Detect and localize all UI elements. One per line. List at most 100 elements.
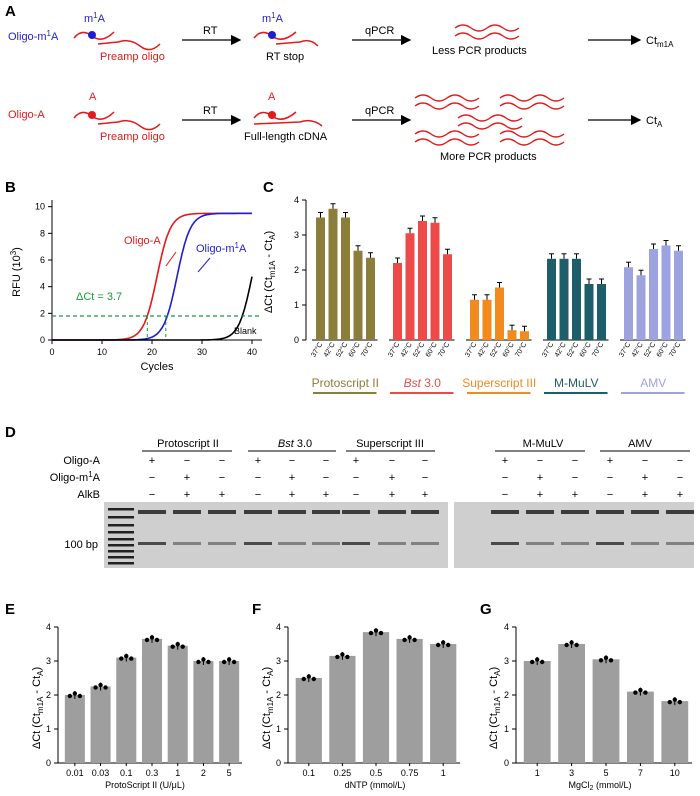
d-band-product (526, 542, 554, 545)
d-band-product (342, 542, 370, 545)
c-bar (443, 254, 452, 340)
e-dot (119, 656, 124, 661)
e-dot (98, 682, 103, 688)
ct-m1a-label: Ctm1A (646, 35, 674, 49)
d-band-top (411, 510, 439, 514)
c-temp-label: 70°C (590, 341, 605, 359)
c-bar (572, 258, 581, 340)
d-sign: − (422, 455, 428, 467)
c-bar (674, 250, 683, 340)
g-bar (523, 661, 551, 763)
c-bar (520, 331, 529, 340)
d-band-top (138, 510, 166, 514)
c-bar (482, 299, 492, 340)
oligo-m1a-label: Oligo-m1A (8, 29, 59, 43)
f-dot (441, 640, 446, 645)
panel-d-gel: Protoscript II Bst 3.0 Superscript III M-Mu… (50, 438, 694, 568)
b-xtick-label: 30 (197, 347, 207, 357)
c-bar (624, 267, 633, 340)
d-sign: + (219, 489, 225, 501)
a-mod-label-2: A (268, 91, 276, 103)
d-sign: − (255, 472, 261, 484)
g-dot (569, 640, 574, 645)
b-ytick-label: 8 (40, 228, 45, 238)
preamp-oligo-label-2: Preamp oligo (100, 131, 165, 143)
e-dot (149, 635, 155, 640)
f-xlabel: dNTP (mmol/L) (345, 780, 406, 790)
panel-f-dntp: 0 1 2 3 4 0.1 0.25 0.5 0.75 1 (276, 622, 460, 778)
c-bar (316, 217, 325, 340)
c-temp-label: 52°C (488, 341, 503, 359)
c-group-label: Protoscript II (312, 376, 379, 390)
e-bar (219, 661, 240, 763)
d-band-top (631, 510, 659, 514)
f-dot (335, 654, 340, 660)
c-temp-label: 52°C (411, 341, 426, 359)
g-xlabel: MgCl2 (mmol/L) (569, 780, 632, 792)
panel-label-c: C (263, 179, 274, 196)
c-temp-label: 60°C (347, 341, 362, 359)
d-sign: − (502, 489, 508, 501)
e-bar (167, 645, 188, 763)
qpcr-label-2: qPCR (365, 105, 394, 117)
b-label-oligo-a: Oligo-A (124, 235, 161, 247)
b-curve-oligo-m1a (52, 212, 252, 341)
more-products-label: More PCR products (440, 151, 537, 163)
pcr-products-many (414, 94, 565, 146)
ct-a-label: CtA (646, 115, 663, 129)
c-bar (559, 258, 569, 340)
d-band-product (666, 542, 694, 545)
c-ytick-label: 2 (294, 265, 299, 275)
g-bar (592, 659, 620, 763)
a-mod-label: A (89, 91, 97, 103)
f-ytick-label: 0 (276, 758, 281, 768)
e-dot (175, 642, 180, 647)
b-ticks: 0 10 20 30 40 0 2 4 6 8 10 (35, 202, 257, 357)
d-sign: − (502, 472, 508, 484)
b-label-blank: Blank (234, 326, 257, 336)
g-dot (564, 642, 569, 648)
f-bar (362, 632, 390, 763)
e-xtick-label: 0.1 (120, 768, 133, 778)
d-ladder-band (108, 562, 134, 565)
e-dot (129, 656, 134, 661)
d-enzyme-headers: Protoscript II Bst 3.0 Superscript III M-Mu… (142, 438, 690, 452)
m1a-dot (88, 31, 96, 39)
panel-b-qpcr-curves: 0 10 20 30 40 0 2 4 6 8 10 RFU (103) Cycles Oligo-… (9, 200, 262, 373)
e-bar (193, 661, 214, 763)
f-dot (407, 635, 412, 640)
d-sign: − (219, 472, 225, 484)
m1a-dot-2 (268, 31, 276, 39)
d-band-product (278, 542, 306, 545)
e-ytick-label: 0 (46, 758, 51, 768)
d-sign: − (607, 472, 613, 484)
d-band-product (208, 542, 236, 545)
b-label-oligo-m1a: Oligo-m1A (196, 241, 247, 255)
pcr-product-1 (454, 24, 520, 32)
d-marker-label: 100 bp (64, 539, 98, 551)
panel-a-row2: Oligo-A A Preamp oligo RT A Full-length … (8, 91, 663, 163)
g-xtick-label: 7 (638, 768, 643, 778)
c-bar (495, 287, 504, 340)
d-band-product (312, 542, 340, 545)
g-dot (530, 659, 535, 665)
panel-label-d: D (5, 424, 16, 441)
e-dot (103, 685, 108, 690)
d-sign: − (255, 489, 261, 501)
c-temp-label: 37°C (540, 341, 555, 359)
c-ytick-label: 3 (294, 230, 299, 240)
d-sign: + (389, 489, 395, 501)
d-ladder-band (108, 556, 134, 559)
f-dot (436, 642, 441, 648)
c-ticks: 0 1 2 3 4 (294, 195, 306, 345)
d-sign: + (607, 455, 613, 467)
f-xtick-label: 0.25 (334, 768, 352, 778)
d-sign: − (422, 472, 428, 484)
d-ladder-band (108, 550, 134, 553)
rt-label-2: RT (203, 105, 218, 117)
d-sign: − (572, 455, 578, 467)
c-temp-label: 42°C (322, 341, 337, 359)
d-sign: − (677, 455, 683, 467)
b-curve-oligo-a (52, 212, 252, 341)
